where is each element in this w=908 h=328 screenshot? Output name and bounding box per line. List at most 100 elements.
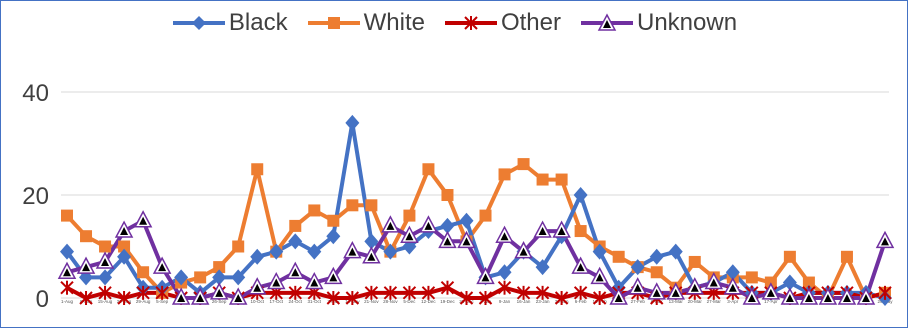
point-white	[574, 225, 587, 238]
point-white	[365, 199, 378, 212]
x-tick-label: 12-Dec	[421, 299, 436, 304]
point-unknown	[875, 230, 895, 249]
point-other	[60, 280, 74, 295]
point-other	[459, 291, 474, 305]
x-tick-label: 29-Aug	[136, 299, 151, 304]
point-other	[136, 285, 150, 300]
point-white	[403, 209, 416, 222]
x-tick-label: 3-Apr	[727, 299, 739, 304]
point-white	[650, 266, 663, 279]
point-unknown	[362, 246, 381, 264]
point-unknown	[419, 215, 438, 233]
point-other	[573, 285, 588, 300]
point-unknown	[514, 241, 533, 259]
point-white	[251, 163, 264, 176]
point-unknown	[590, 266, 609, 285]
point-unknown	[267, 271, 286, 290]
point-unknown	[780, 287, 800, 305]
point-black	[535, 259, 550, 276]
point-other	[117, 291, 131, 305]
legend-swatch-unknown	[581, 13, 633, 31]
x-tick-label: 13-Mar	[669, 299, 684, 304]
point-unknown	[438, 230, 457, 249]
point-black	[364, 233, 379, 250]
point-white	[802, 276, 815, 289]
point-unknown	[685, 277, 705, 295]
point-black	[98, 269, 113, 286]
legend-swatch-black	[172, 16, 225, 30]
point-white	[536, 173, 549, 186]
point-white	[213, 261, 226, 274]
point-white	[422, 163, 435, 176]
legend-label-white: White	[363, 9, 425, 36]
point-black	[497, 264, 512, 281]
point-white	[327, 214, 340, 227]
point-white	[498, 168, 511, 181]
point-white	[346, 199, 359, 212]
point-unknown	[57, 261, 77, 279]
point-black	[668, 243, 683, 260]
point-other	[155, 285, 169, 300]
y-tick-label: 40	[22, 80, 49, 107]
point-unknown	[818, 287, 838, 305]
point-black	[250, 248, 265, 265]
point-black	[60, 243, 74, 260]
point-other	[326, 291, 341, 305]
x-tick-label: 27-Mar	[707, 299, 722, 304]
point-white	[745, 271, 758, 284]
x-tick-label: 21-Nov	[364, 299, 379, 304]
point-other	[364, 285, 379, 300]
point-black	[307, 243, 322, 260]
point-white	[308, 204, 321, 217]
point-other	[421, 285, 436, 300]
point-other	[878, 285, 892, 300]
point-unknown	[761, 282, 781, 300]
point-white	[99, 240, 112, 253]
point-black	[725, 264, 740, 281]
point-white	[194, 271, 207, 284]
legend-item-unknown: Unknown	[579, 9, 737, 37]
point-black	[440, 217, 455, 234]
point-white	[688, 255, 701, 268]
point-white	[783, 250, 796, 263]
point-unknown	[76, 256, 96, 274]
legend-label-unknown: Unknown	[637, 9, 738, 36]
point-unknown	[742, 287, 762, 305]
x-tick-label: 19-Dec	[440, 299, 455, 304]
point-black	[459, 212, 474, 229]
point-other	[402, 285, 417, 300]
point-unknown	[247, 277, 267, 295]
point-other	[383, 285, 398, 300]
point-black	[212, 269, 227, 286]
legend-swatch-other	[444, 16, 497, 30]
x-tick-label: 17-Oct	[269, 299, 283, 304]
point-white	[137, 266, 150, 279]
series-black	[65, 120, 886, 300]
point-white	[612, 250, 625, 263]
point-unknown	[381, 215, 400, 233]
point-white	[479, 209, 492, 222]
x-tick-label: 6-Feb	[575, 299, 587, 304]
point-black	[383, 243, 398, 260]
point-unknown	[324, 266, 343, 285]
point-unknown	[400, 225, 419, 243]
point-unknown	[305, 271, 324, 290]
point-other	[592, 291, 607, 305]
point-unknown	[95, 251, 115, 269]
point-black	[269, 243, 284, 260]
point-black	[117, 248, 132, 265]
point-black	[174, 269, 189, 286]
point-unknown	[856, 287, 876, 305]
point-unknown	[495, 225, 514, 243]
point-unknown	[647, 282, 666, 300]
x-tick-label: 26-Sep	[212, 299, 227, 304]
x-tick-label: 20-Mar	[688, 299, 703, 304]
point-white	[118, 240, 131, 253]
x-tick-label: 10-Oct	[250, 299, 264, 304]
series-line-white	[65, 162, 886, 300]
point-unknown	[799, 287, 819, 305]
point-white	[441, 189, 454, 201]
point-black	[345, 114, 360, 131]
point-unknown	[609, 287, 628, 305]
point-black	[782, 274, 797, 291]
